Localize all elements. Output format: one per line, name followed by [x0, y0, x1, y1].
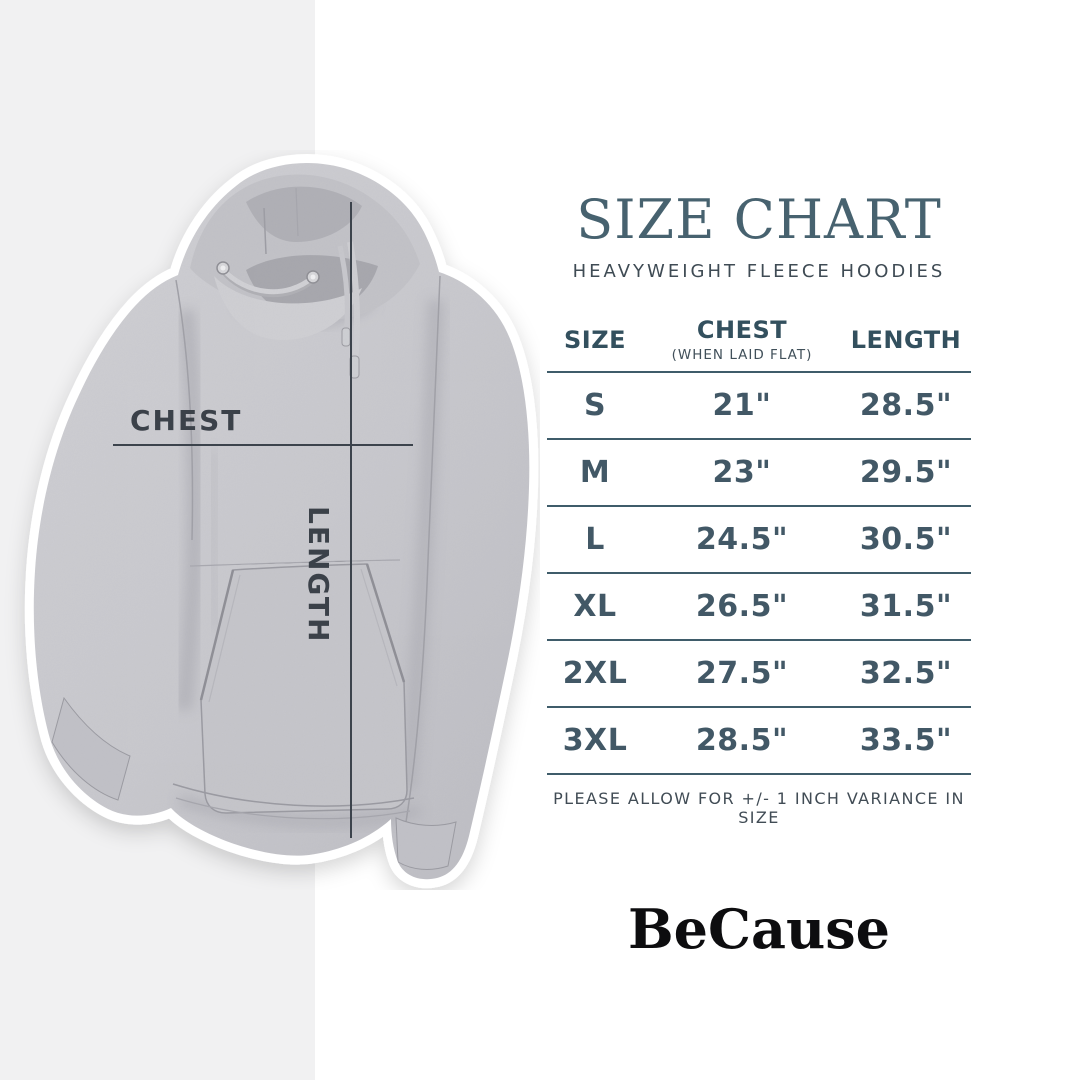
cell-size: XL	[573, 589, 617, 625]
col-header-chest-label: CHEST	[696, 316, 788, 345]
size-table: SIZE CHEST (WHEN LAID FLAT) LENGTH S 21"…	[547, 316, 971, 776]
hoodie-body	[33, 163, 530, 880]
col-header-size: SIZE	[563, 325, 626, 354]
cell-size: 2XL	[562, 656, 628, 692]
cell-length: 31.5"	[859, 589, 953, 625]
table-row: M 23" 29.5"	[547, 440, 971, 508]
col-header-chest: CHEST (WHEN LAID FLAT)	[643, 316, 841, 363]
col-header-length: LENGTH	[850, 325, 962, 354]
length-measure-line	[350, 202, 352, 838]
cell-chest: 21"	[712, 388, 772, 424]
cell-chest: 28.5"	[695, 723, 789, 759]
chest-measure-line	[113, 444, 413, 446]
table-row: 2XL 27.5" 32.5"	[547, 641, 971, 709]
cell-size: M	[579, 455, 611, 491]
variance-footnote: PLEASE ALLOW FOR +/- 1 INCH VARIANCE IN …	[553, 789, 965, 828]
cell-length: 28.5"	[859, 388, 953, 424]
cell-chest: 27.5"	[695, 656, 789, 692]
brand-logo: BeCause	[628, 897, 890, 962]
cell-length: 33.5"	[859, 723, 953, 759]
cell-chest: 26.5"	[695, 589, 789, 625]
cell-length: 30.5"	[859, 522, 953, 558]
cell-size: S	[583, 388, 607, 424]
page-subtitle: HEAVYWEIGHT FLEECE HOODIES	[572, 261, 946, 283]
size-chart-panel: SIZE CHART HEAVYWEIGHT FLEECE HOODIES SI…	[543, 0, 975, 961]
table-row: S 21" 28.5"	[547, 373, 971, 441]
cell-chest: 23"	[712, 455, 772, 491]
page-title: SIZE CHART	[576, 188, 942, 251]
cell-length: 29.5"	[859, 455, 953, 491]
hoodie-photo	[0, 150, 540, 890]
cell-length: 32.5"	[859, 656, 953, 692]
chest-measure-label: CHEST	[130, 404, 243, 437]
table-row: 3XL 28.5" 33.5"	[547, 708, 971, 776]
col-header-chest-note: (WHEN LAID FLAT)	[671, 347, 813, 364]
table-row: L 24.5" 30.5"	[547, 507, 971, 575]
table-header-row: SIZE CHEST (WHEN LAID FLAT) LENGTH	[547, 316, 971, 374]
cell-size: 3XL	[562, 723, 628, 759]
length-measure-label: LENGTH	[302, 506, 335, 644]
cell-chest: 24.5"	[695, 522, 789, 558]
cell-size: L	[585, 522, 605, 558]
table-row: XL 26.5" 31.5"	[547, 574, 971, 642]
